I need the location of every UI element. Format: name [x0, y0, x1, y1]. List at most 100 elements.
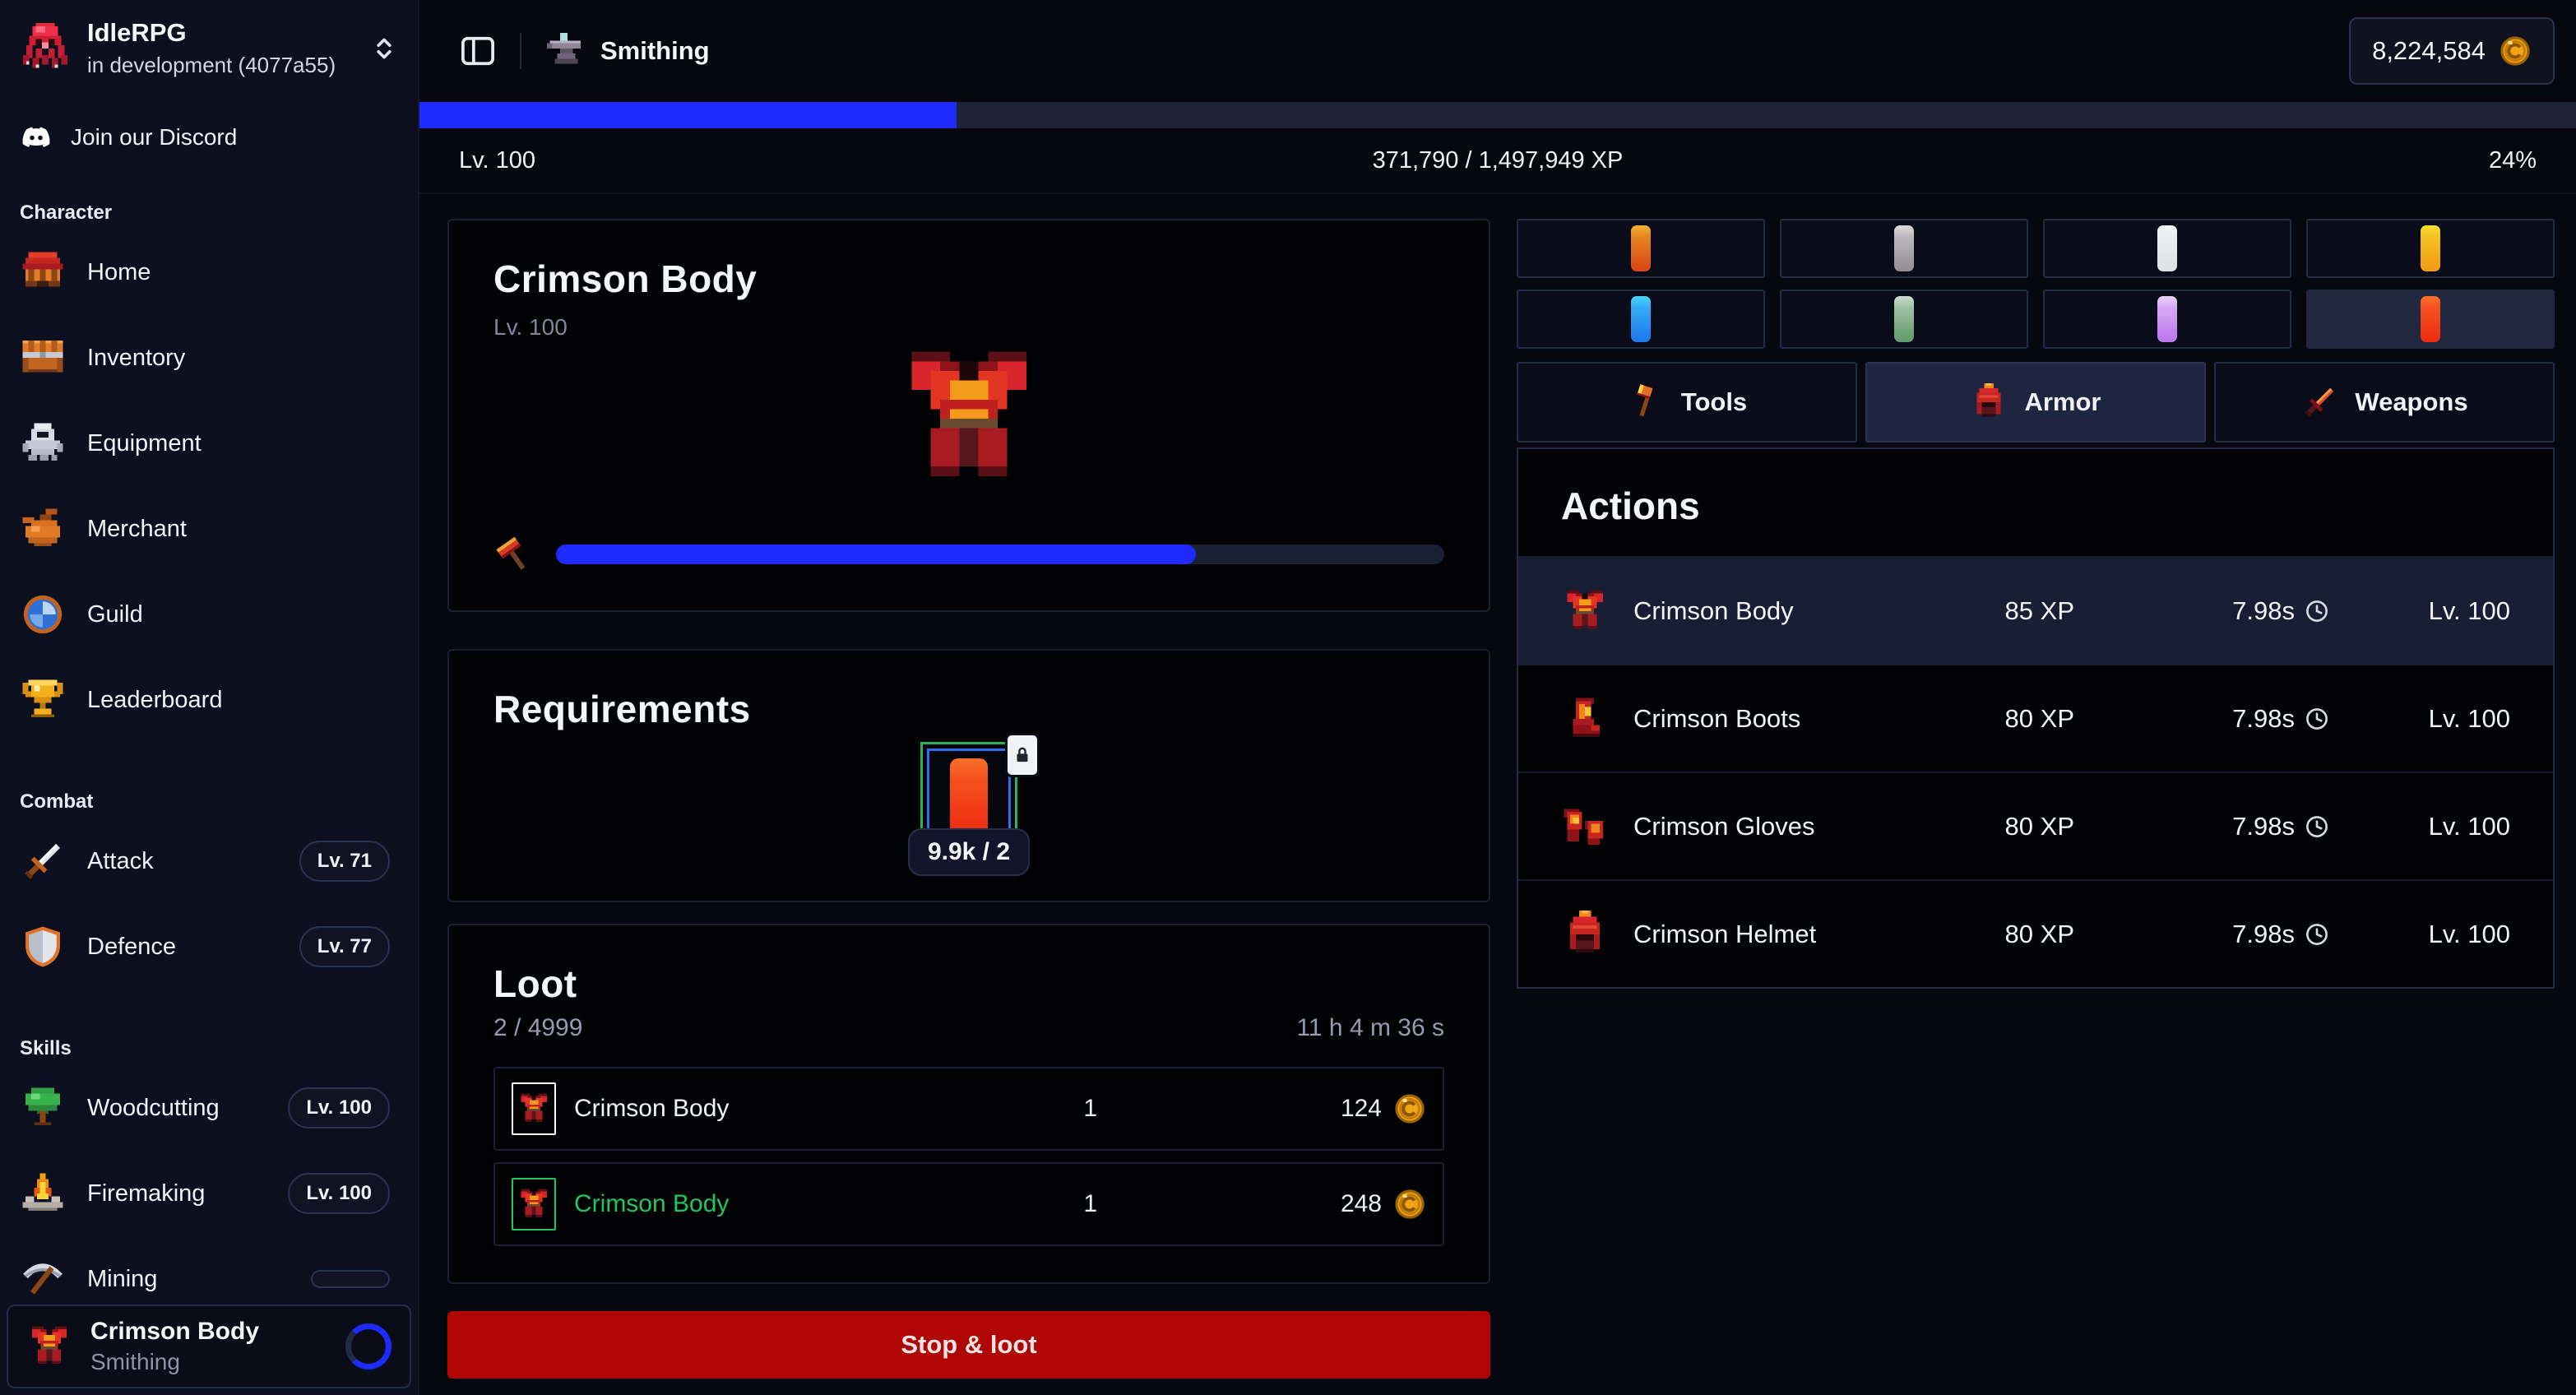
action-xp: 85 XP: [2004, 596, 2074, 625]
loot-timer: 11 h 4 m 36 s: [1296, 1014, 1444, 1041]
firemaking-level-badge: Lv. 100: [288, 1173, 390, 1214]
hammer-icon: [493, 535, 533, 574]
action-duration: 7.98s: [2074, 920, 2329, 949]
slot-copper-bar[interactable]: [1517, 219, 1765, 278]
xp-info-row: Lv. 100 371,790 / 1,497,949 XP 24%: [419, 128, 2576, 194]
action-row-crimson-body[interactable]: Crimson Body 85 XP 7.98s Lv. 100: [1518, 556, 2553, 664]
tree-icon: [20, 1085, 66, 1131]
attack-level-badge: Lv. 71: [299, 841, 390, 882]
action-duration: 7.98s: [2074, 812, 2329, 841]
copper-bar-icon: [1631, 225, 1651, 271]
inventory-chest-icon: [20, 335, 66, 381]
discord-label: Join our Discord: [71, 124, 238, 150]
section-label-character: Character: [20, 202, 113, 224]
lock-badge[interactable]: [1005, 733, 1040, 777]
loot-row[interactable]: Crimson Body 1 124: [493, 1067, 1444, 1151]
silver-bar-icon: [1894, 225, 1914, 271]
action-row-crimson-boots[interactable]: Crimson Boots 80 XP 7.98s Lv. 100: [1518, 664, 2553, 772]
action-level: Lv. 100: [2428, 811, 2510, 841]
loot-card: Loot 2 / 4999 11 h 4 m 36 s Crimson Body…: [447, 924, 1490, 1284]
tab-tools[interactable]: Tools: [1517, 362, 1857, 443]
helmet-icon: [1970, 383, 2008, 421]
active-task-name: Crimson Body: [90, 1318, 260, 1345]
app-title: IdleRPG: [87, 18, 187, 47]
sidebar-item-equipment[interactable]: Equipment: [20, 401, 398, 486]
tab-armor[interactable]: Armor: [1865, 362, 2206, 443]
loot-value: 248: [1097, 1188, 1426, 1221]
sidebar-item-mining[interactable]: Mining: [20, 1236, 398, 1322]
sidebar-item-attack[interactable]: Attack Lv. 71: [20, 818, 398, 904]
slot-purple-bar[interactable]: [2043, 290, 2291, 349]
crimson-boots-icon: [1561, 695, 1609, 743]
sword-icon: [2300, 383, 2338, 421]
action-row-crimson-gloves[interactable]: Crimson Gloves 80 XP 7.98s Lv. 100: [1518, 772, 2553, 879]
loot-item-frame: [512, 1082, 556, 1135]
loot-quantity: 1: [1083, 1095, 1097, 1122]
stop-and-loot-button[interactable]: Stop & loot: [447, 1311, 1490, 1379]
slot-silver-bar[interactable]: [1780, 219, 2028, 278]
requirements-card: Requirements 9.9k / 2: [447, 649, 1490, 902]
actions-panel: Actions Crimson Body 85 XP 7.98s Lv. 100…: [1517, 447, 2555, 989]
slot-gold-bar[interactable]: [2306, 219, 2555, 278]
task-progress-spinner: [345, 1323, 391, 1370]
blue-bar-icon: [1631, 296, 1651, 342]
topbar: Smithing 8,224,584: [419, 0, 2576, 102]
discord-link[interactable]: Join our Discord: [20, 121, 398, 154]
crimson-body-icon: [517, 1187, 551, 1221]
loot-count: 2 / 4999: [493, 1014, 583, 1041]
skill-xp-bar: [419, 102, 2576, 128]
crimson-helmet-icon: [1561, 911, 1609, 958]
loot-title: Loot: [493, 962, 577, 1005]
skill-level: Lv. 100: [459, 146, 535, 174]
crimson-body-sprite: [892, 342, 1045, 495]
slot-blue-bar[interactable]: [1517, 290, 1765, 349]
white-bar-icon: [2157, 225, 2177, 271]
requirement-item-slot[interactable]: 9.9k / 2: [907, 733, 1040, 876]
sidebar-item-guild[interactable]: Guild: [20, 572, 398, 657]
pickaxe-icon: [20, 1256, 66, 1302]
coin-icon: [2499, 35, 2532, 67]
home-icon: [20, 249, 66, 295]
action-row-crimson-helmet[interactable]: Crimson Helmet 80 XP 7.98s Lv. 100: [1518, 879, 2553, 987]
sidebar-item-home[interactable]: Home: [20, 229, 398, 315]
current-action-card: Crimson Body Lv. 100: [447, 219, 1490, 612]
sidebar-item-inventory[interactable]: Inventory: [20, 315, 398, 401]
sidebar-item-leaderboard[interactable]: Leaderboard: [20, 657, 398, 743]
active-task-skill: Smithing: [90, 1349, 180, 1374]
sidebar-item-firemaking[interactable]: Firemaking Lv. 100: [20, 1151, 398, 1236]
crimson-body-icon: [1561, 587, 1609, 635]
action-duration: 7.98s: [2074, 704, 2329, 734]
requirement-count: 9.9k / 2: [907, 828, 1031, 876]
action-duration: 7.98s: [2074, 596, 2329, 626]
sidebar-item-merchant[interactable]: Merchant: [20, 486, 398, 572]
main-area: Smithing 8,224,584 Lv. 100 371,790 / 1,4…: [419, 0, 2576, 1395]
sidebar-item-defence[interactable]: Defence Lv. 77: [20, 904, 398, 989]
slot-green-bar[interactable]: [1780, 290, 2028, 349]
action-progress-bar: [556, 545, 1444, 564]
requirements-title: Requirements: [493, 688, 751, 730]
slot-crimson-bar-selected[interactable]: [2306, 290, 2555, 349]
loot-item-frame: [512, 1178, 556, 1230]
loot-row[interactable]: Crimson Body 1 248: [493, 1162, 1444, 1246]
slot-white-bar[interactable]: [2043, 219, 2291, 278]
app-version: in development (4077a55): [87, 53, 336, 77]
clock-icon: [2305, 707, 2329, 731]
mining-level-badge: [311, 1270, 390, 1288]
loot-quantity: 1: [1083, 1190, 1097, 1217]
sidebar-toggle-icon[interactable]: [459, 32, 497, 70]
app-switcher[interactable]: IdleRPG in development (4077a55): [20, 18, 398, 78]
defence-level-badge: Lv. 77: [299, 926, 390, 967]
axe-icon: [1627, 383, 1665, 421]
loot-value: 124: [1097, 1092, 1426, 1125]
woodcutting-level-badge: Lv. 100: [288, 1087, 390, 1129]
active-task-card[interactable]: Crimson Body Smithing: [7, 1305, 411, 1388]
merchant-pouch-icon: [20, 506, 66, 552]
coin-icon: [1393, 1092, 1426, 1125]
coins-amount: 8,224,584: [2372, 36, 2486, 65]
sidebar-item-woodcutting[interactable]: Woodcutting Lv. 100: [20, 1065, 398, 1151]
equipment-armor-icon: [20, 420, 66, 466]
action-xp: 80 XP: [2004, 919, 2074, 948]
bar-slot-grid: [1517, 219, 2555, 349]
tab-weapons[interactable]: Weapons: [2214, 362, 2555, 443]
coin-icon: [1393, 1188, 1426, 1221]
